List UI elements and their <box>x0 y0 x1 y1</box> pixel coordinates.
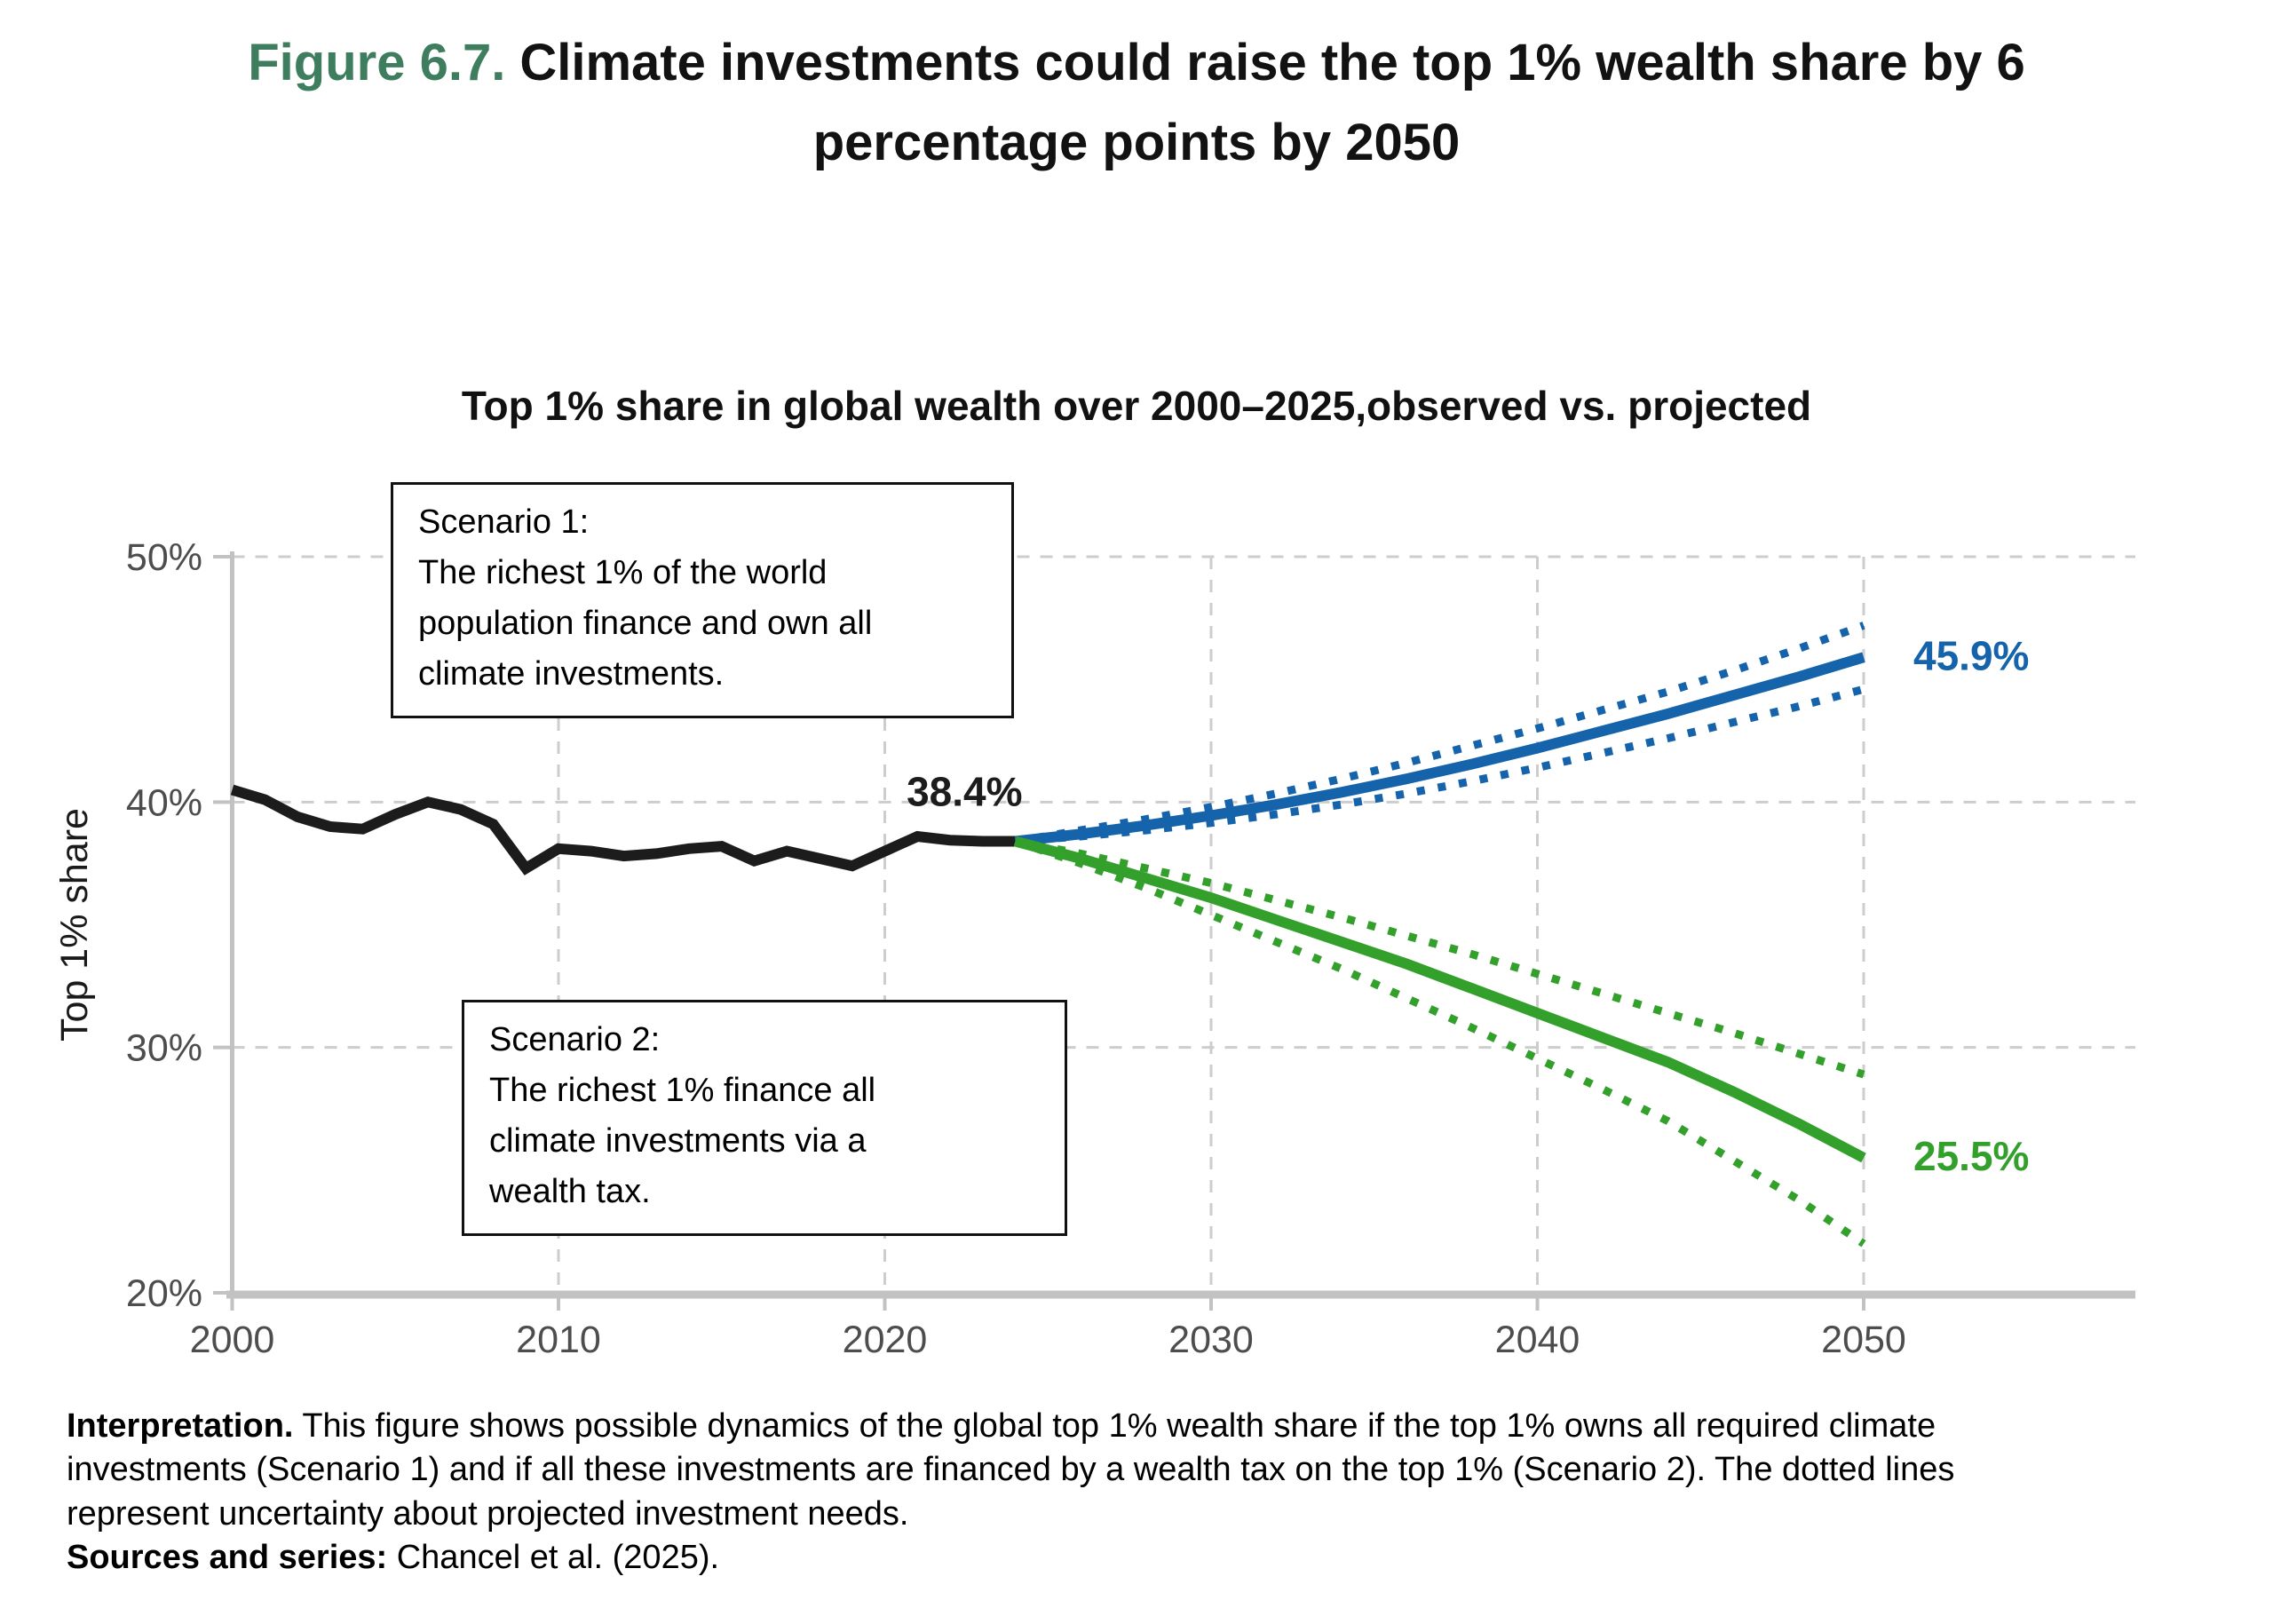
y-tick-label-50: 50% <box>126 536 202 579</box>
sources-paragraph: Sources and series: Chancel et al. (2025… <box>67 1536 2091 1580</box>
scenario2-upper-line <box>1014 837 1865 1079</box>
scenario-1-title: Scenario 1: <box>418 503 590 541</box>
y-tick-label-30: 30% <box>126 1027 202 1070</box>
scenario1-line <box>1014 652 1865 847</box>
scenario1-lower-line <box>1015 685 1865 845</box>
junction-value-label: 38.4% <box>907 769 1022 815</box>
y-tick-label-40: 40% <box>126 781 202 824</box>
scenario-2-callout: Scenario 2: The richest 1% finance all c… <box>462 1000 1067 1236</box>
y-tick-label-20: 20% <box>126 1272 202 1315</box>
figure-title: Figure 6.7. Climate investments could rai… <box>0 23 2273 183</box>
figure-notes: Interpretation. This figure shows possib… <box>67 1405 2091 1580</box>
x-tick-label-2040: 2040 <box>1495 1319 1580 1361</box>
interpretation-paragraph: Interpretation. This figure shows possib… <box>67 1405 2091 1536</box>
x-tick-label-2020: 2020 <box>843 1319 928 1361</box>
sources-text: Chancel et al. (2025). <box>387 1539 720 1577</box>
scenario2-line <box>1013 836 1866 1163</box>
x-tick-label-2050: 2050 <box>1821 1319 1906 1361</box>
interpretation-text: This figure shows possible dynamics of t… <box>67 1407 1955 1533</box>
scenario-1-callout: Scenario 1: The richest 1% of the world … <box>391 482 1014 718</box>
observed-line <box>230 784 1016 875</box>
y-axis-title: Top 1% share <box>53 808 96 1042</box>
wealth-share-chart: 20% 30% 40% 50% 2000 2010 2020 2030 2040 2050 Top … <box>53 536 2135 1361</box>
figure-title-line2: percentage points by 2050 <box>812 113 1461 171</box>
scenario-2-title: Scenario 2: <box>489 1021 661 1058</box>
scenario1-upper-line <box>1014 622 1865 845</box>
x-tick-label-2010: 2010 <box>516 1319 601 1361</box>
scenario1-end-label: 45.9% <box>1913 632 2029 678</box>
scenario2-lower-line <box>1014 837 1866 1248</box>
figure-title-line1: Climate investments could raise the top … <box>519 34 2025 91</box>
chart-title: Top 1% share in global wealth over 2000–… <box>461 383 1812 429</box>
figure-number-label: Figure 6.7. <box>248 34 506 91</box>
chart-area: 20% 30% 40% 50% 2000 2010 2020 2030 2040 2050 Top … <box>44 482 2140 1390</box>
x-tick-label-2030: 2030 <box>1168 1319 1254 1361</box>
scenario-2-body: The richest 1% finance all climate inves… <box>489 1072 876 1210</box>
interpretation-label: Interpretation. <box>67 1407 294 1445</box>
x-tick-label-2000: 2000 <box>190 1319 275 1361</box>
sources-label: Sources and series: <box>67 1539 388 1577</box>
scenario2-end-label: 25.5% <box>1913 1133 2029 1179</box>
scenario-1-body: The richest 1% of the world population f… <box>418 554 873 693</box>
